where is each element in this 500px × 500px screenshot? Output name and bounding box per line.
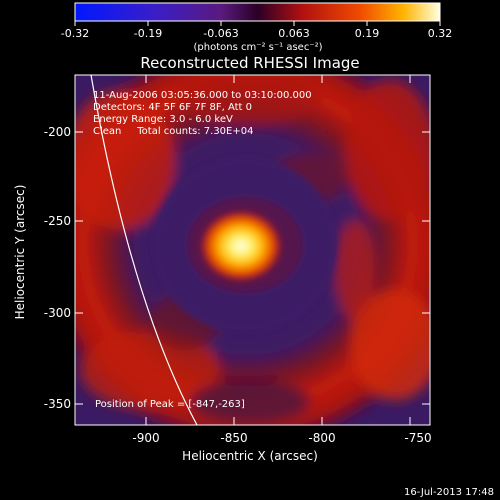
energy-range-label: Energy Range: 3.0 - 6.0 keV — [93, 114, 233, 125]
colorbar-tick-label: -0.063 — [203, 27, 238, 40]
colorbar-ticks — [74, 21, 441, 26]
solar-limb-line — [90, 74, 198, 426]
method-counts-label: Clean Total counts: 7.30E+04 — [93, 126, 253, 137]
colorbar-unit-label: (photons cm⁻² s⁻¹ asec⁻²) — [193, 42, 322, 53]
x-tick-label: -900 — [132, 431, 159, 445]
x-tick-label: -850 — [220, 431, 247, 445]
colorbar-tick-label: -0.32 — [61, 27, 89, 40]
y-axis-title: Heliocentric Y (arcsec) — [13, 185, 27, 320]
colorbar — [74, 2, 441, 22]
timestamp: 16-Jul-2013 17:48 — [404, 487, 494, 498]
plot-title: Reconstructed RHESSI Image — [140, 54, 359, 72]
x-axis-title: Heliocentric X (arcsec) — [182, 449, 318, 463]
plot-frame — [74, 74, 431, 426]
time-range-label: 11-Aug-2006 03:05:36.000 to 03:10:00.000 — [93, 90, 312, 101]
detectors-label: Detectors: 4F 5F 6F 7F 8F, Att 0 — [93, 102, 252, 113]
y-tick-label: -250 — [44, 214, 71, 228]
colorbar-tick-label: 0.32 — [428, 27, 453, 40]
x-axis-ticks — [145, 75, 411, 425]
colorbar-tick-label: 0.19 — [355, 27, 380, 40]
y-axis-ticks — [75, 131, 430, 405]
colorbar-tick-label: 0.063 — [278, 27, 310, 40]
colorbar-tick-label: -0.19 — [134, 27, 162, 40]
y-tick-label: -300 — [44, 306, 71, 320]
x-tick-label: -750 — [404, 431, 431, 445]
y-tick-label: -200 — [44, 125, 71, 139]
peak-position-label: Position of Peak = [-847,-263] — [95, 399, 245, 410]
y-tick-label: -350 — [44, 397, 71, 411]
x-tick-label: -800 — [308, 431, 335, 445]
